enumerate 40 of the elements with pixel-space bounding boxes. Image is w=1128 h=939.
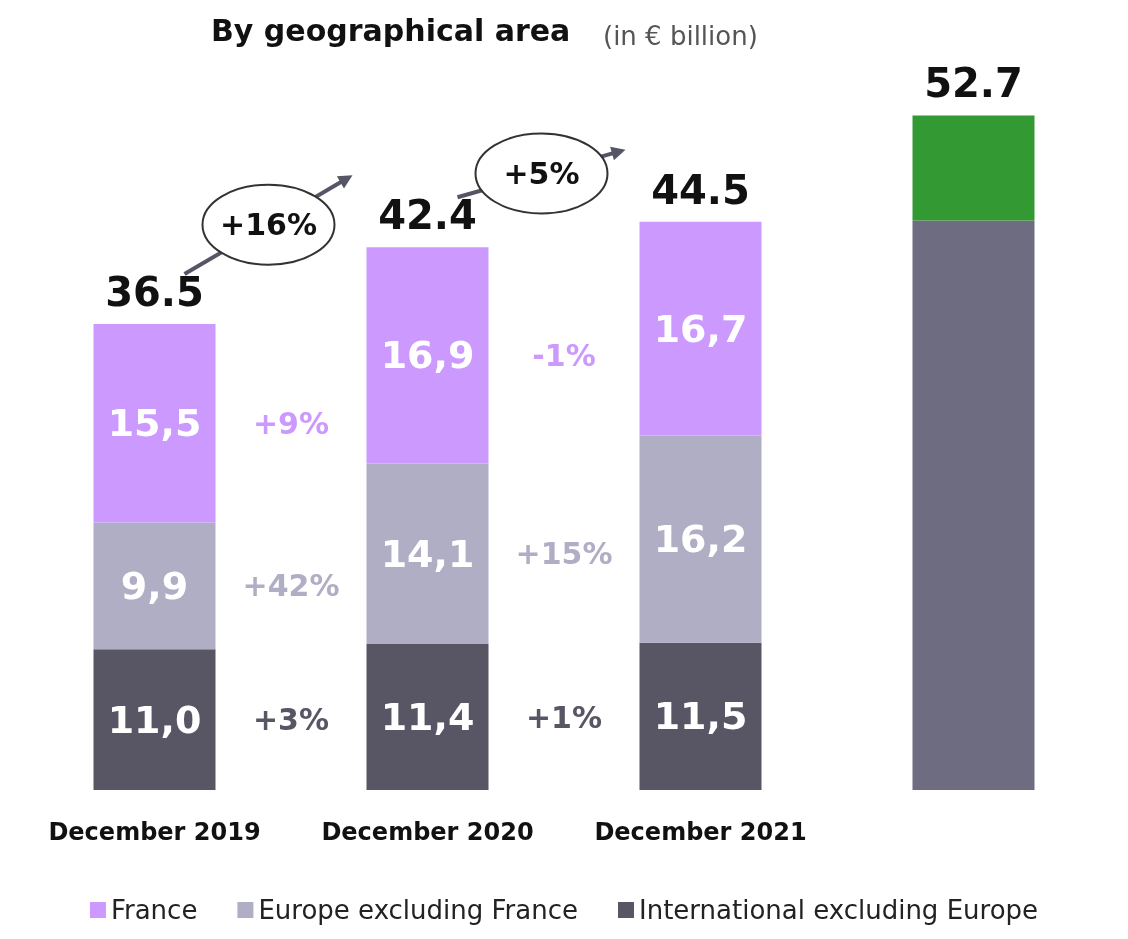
chart-subtitle: (in € billion) — [603, 21, 758, 51]
legend-label: France — [110, 895, 198, 925]
x-tick-label: December 2021 — [594, 818, 807, 846]
annotation: -1% — [532, 337, 596, 373]
annotation: +16% — [220, 207, 317, 243]
bar — [912, 115, 1035, 221]
data-label: 15,5 — [107, 401, 202, 446]
bar — [639, 435, 762, 643]
bar — [93, 324, 216, 523]
total-label: 52.7 — [924, 60, 1023, 107]
data-label: 16,9 — [380, 333, 475, 378]
bar — [366, 463, 489, 645]
legend-label: Europe excluding France — [258, 895, 578, 925]
data-label: 16,7 — [653, 306, 748, 351]
bar — [93, 649, 216, 790]
annotation: +3% — [252, 702, 330, 738]
bar — [366, 247, 489, 464]
total-label: 44.5 — [651, 166, 750, 213]
annotation: +1% — [525, 699, 603, 735]
bar — [639, 221, 762, 436]
annotation: +5% — [503, 155, 580, 191]
bar — [93, 522, 216, 650]
legend-label: International excluding Europe — [638, 895, 1039, 925]
bar — [366, 644, 489, 790]
data-label: 14,1 — [380, 531, 475, 576]
data-label: 9,9 — [120, 563, 189, 608]
data-label: 11,5 — [653, 694, 748, 739]
total-label: 42.4 — [378, 192, 477, 239]
annotation: +15% — [515, 536, 613, 572]
data-label: 11,4 — [380, 695, 475, 740]
annotation: +42% — [242, 568, 340, 604]
annotation: +9% — [252, 405, 330, 441]
data-label: 11,0 — [107, 697, 202, 742]
total-label: 36.5 — [105, 269, 204, 316]
data-label: 16,2 — [653, 517, 748, 562]
bar — [912, 220, 1035, 790]
chart-title: By geographical area — [211, 12, 571, 48]
bar — [639, 642, 762, 790]
x-tick-label: December 2019 — [48, 818, 261, 846]
x-tick-label: December 2020 — [321, 818, 534, 846]
